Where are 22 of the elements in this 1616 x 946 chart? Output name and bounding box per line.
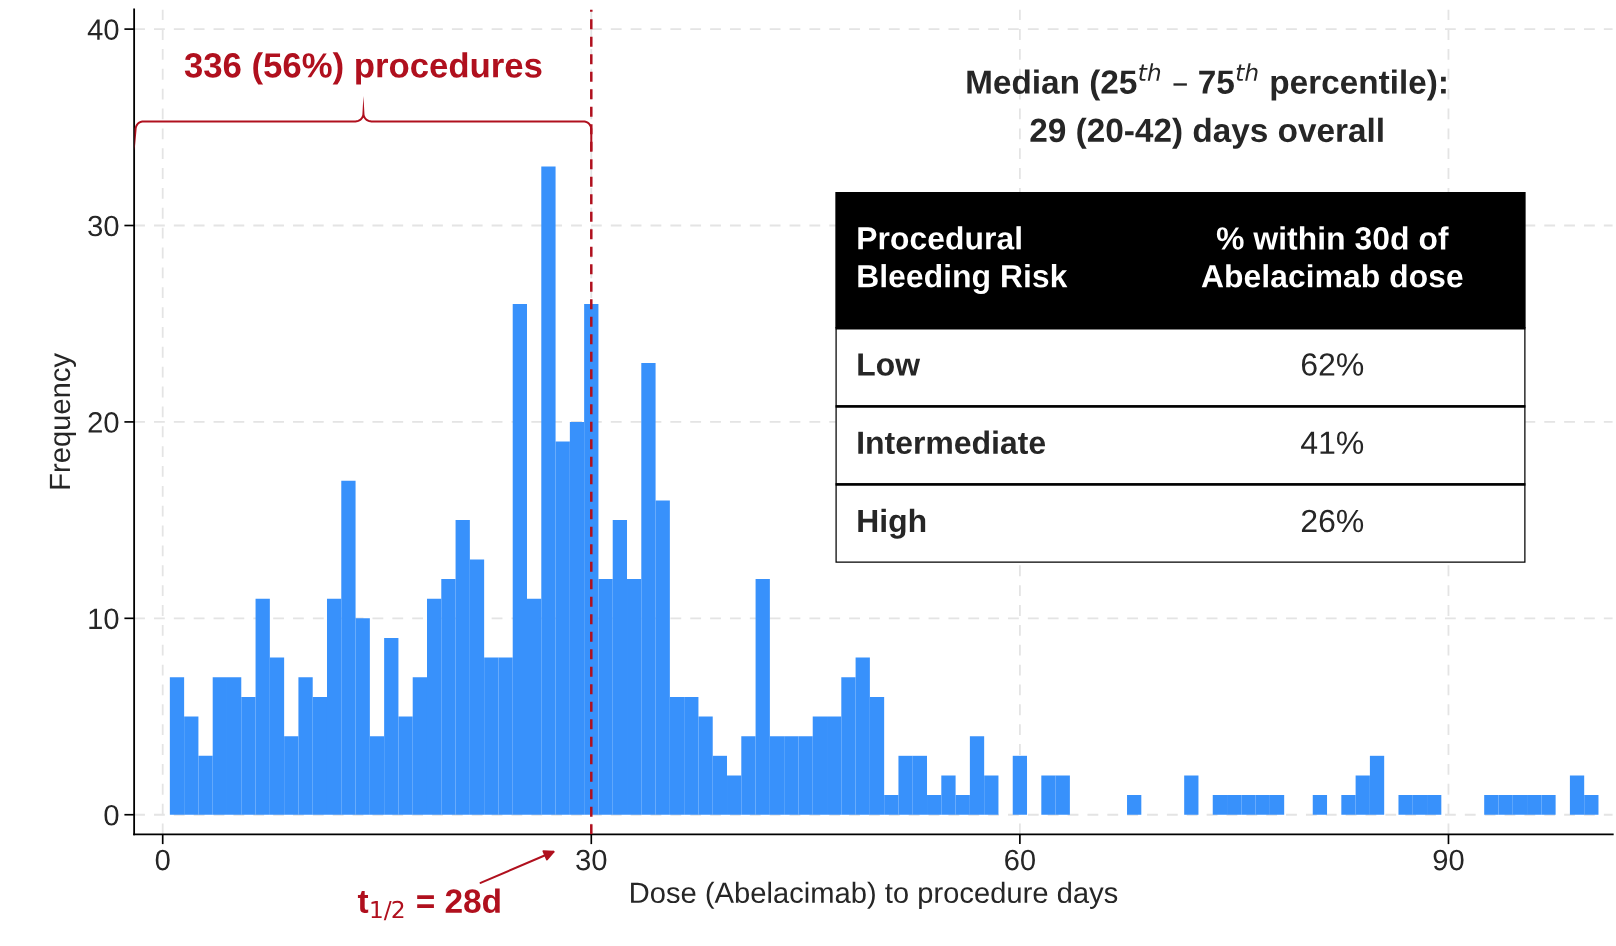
y-tick-label: 0 [104, 804, 119, 826]
y-tick-label: 30 [88, 215, 119, 237]
data-label: 26% [1301, 509, 1364, 533]
y-tick-label: 10 [89, 608, 119, 630]
data-label: 41% [1301, 431, 1364, 454]
annotation: Median (25$^{th}$ – 75$^{th}$ percentile): 29 (20-42) days overall [967, 63, 1446, 149]
text: t$_{1/2}$ = 28d [357, 888, 500, 921]
y-tick-label: 40 [87, 19, 119, 40]
category-label: Low [858, 353, 921, 376]
x-tick-label: 0 [155, 849, 170, 871]
annotation: % within 30d of Abelacimab dose [1201, 226, 1463, 288]
x-axis-title: Dose (Abelacimab) to procedure days [631, 881, 1118, 909]
y-axis-title: Frequency [49, 353, 76, 489]
data-label: 62% [1301, 353, 1364, 376]
annotation: Procedural Bleeding Risk [858, 226, 1068, 294]
category-label: Intermediate [858, 430, 1046, 455]
category-label: High [858, 508, 926, 539]
annotation: 336 (56%) procedures [184, 52, 542, 85]
y-tick-label: 20 [88, 412, 119, 433]
x-tick-label: 60 [1005, 849, 1035, 871]
x-tick-label: 90 [1433, 849, 1464, 871]
x-tick-label: 30 [576, 849, 607, 871]
